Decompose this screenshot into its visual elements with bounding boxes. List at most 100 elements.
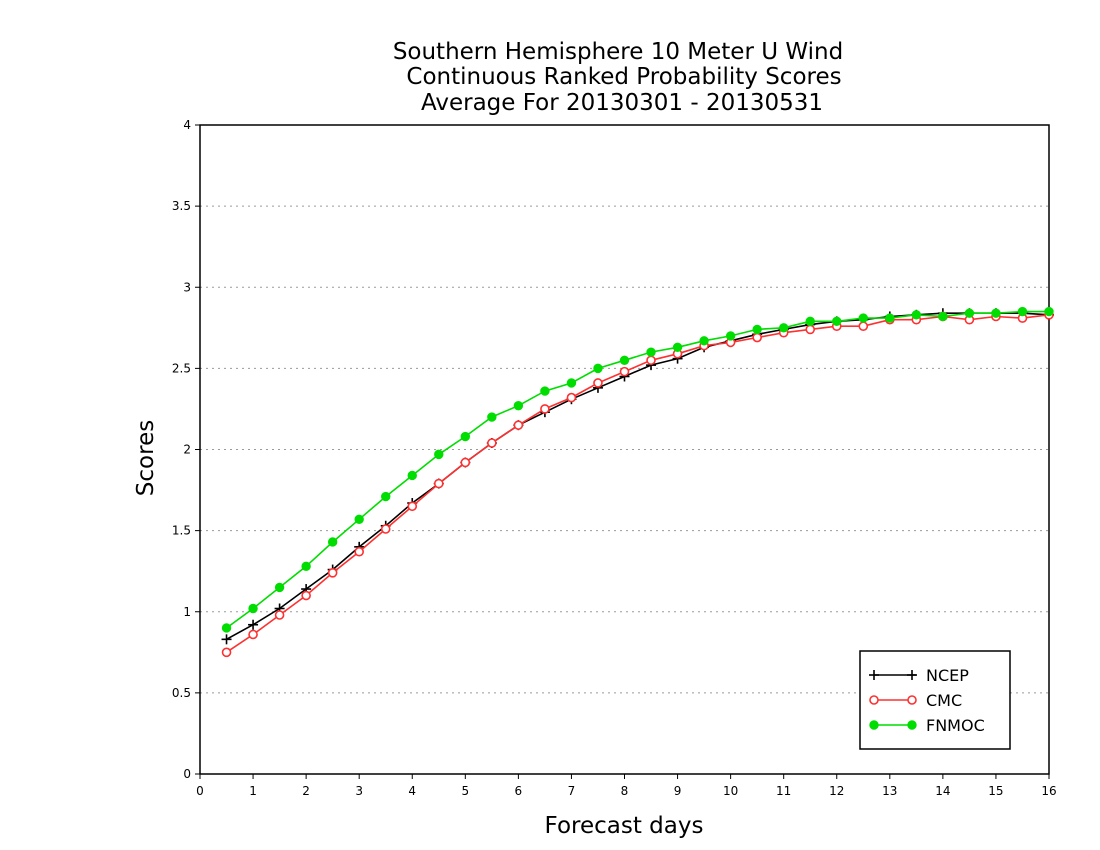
legend-item-cmc: CMC [869,691,962,710]
data-point-fnmoc [832,316,842,327]
series-line-fnmoc [226,310,1049,629]
data-point-cmc [327,568,338,578]
data-point-fnmoc [248,603,258,614]
data-point-fnmoc [778,323,789,333]
data-point-fnmoc [725,331,736,341]
series-line-ncep [226,312,1050,641]
data-point-fnmoc [1017,306,1028,317]
data-point-fnmoc [540,386,550,396]
gridlines [200,205,1049,694]
data-point-fnmoc [327,537,338,547]
data-point-fnmoc [911,310,922,320]
data-point-cmc [752,332,762,343]
legend-label-fnmoc: FNMOC [926,716,985,735]
data-point-fnmoc [593,363,603,374]
data-point-fnmoc [885,313,895,323]
data-point-ncep [248,619,259,630]
x-axis-label: Forecast days [545,813,704,839]
data-point-cmc [858,321,869,331]
x-tick-label: 5 [461,784,469,798]
data-point-fnmoc [991,308,1001,318]
data-point-fnmoc [619,355,630,365]
legend-item-ncep: NCEP [869,666,969,685]
data-point-fnmoc [699,336,709,346]
y-tick-label: 3 [183,280,191,294]
chart-title: Southern Hemisphere 10 Meter U Wind Cont… [393,39,843,116]
data-point-cmc [540,404,550,414]
legend: NCEP CMC FNMOC [859,650,1011,750]
legend-marker-fnmoc [869,720,879,730]
axis-ticks: 00.511.522.533.540 1 2 3 4 5 6 7 8 9 10 11 12 13 14 15 1… [172,118,1057,798]
data-point-fnmoc [672,342,683,352]
data-point-fnmoc [1044,306,1054,317]
x-tick-label: 2 [302,784,310,798]
data-point-cmc [301,590,311,601]
y-tick-label: 3.5 [172,199,191,213]
title-line-2: Continuous Ranked Probability Scores [406,64,841,90]
data-point-cmc [354,546,364,557]
x-tick-label: 14 [935,784,950,798]
data-point-ncep [221,634,232,645]
x-tick-label: 4 [408,784,416,798]
legend-item-fnmoc: FNMOC [869,716,985,735]
data-point-fnmoc [752,324,762,335]
y-tick-label: 4 [183,118,191,132]
x-tick-label: 7 [568,784,576,798]
data-point-cmc [593,378,603,388]
data-point-fnmoc [354,514,364,524]
x-tick-label: 1 [249,784,257,798]
data-point-fnmoc [487,412,497,422]
data-point-fnmoc [301,561,311,572]
data-point-fnmoc [805,316,815,327]
x-tick-label: 3 [355,784,363,798]
y-tick-label: 0.5 [172,686,191,700]
data-point-cmc [619,366,630,377]
x-tick-label: 6 [515,784,523,798]
legend-marker-ncep [869,670,879,680]
data-point-fnmoc [964,308,975,318]
data-point-cmc [380,524,391,534]
data-point-cmc [221,647,232,658]
x-tick-label: 16 [1041,784,1056,798]
data-point-fnmoc [938,311,948,322]
y-tick-label: 0 [183,767,191,781]
y-tick-label: 1 [183,605,191,619]
y-axis-label: Scores [133,420,159,496]
data-point-fnmoc [381,491,391,502]
data-point-cmc [513,420,524,430]
x-tick-label: 0 [196,784,204,798]
data-point-fnmoc [460,431,471,442]
x-tick-label: 13 [882,784,897,798]
data-point-fnmoc [274,582,285,593]
data-point-fnmoc [221,623,232,633]
x-tick-label: 15 [988,784,1003,798]
series-line-cmc [226,314,1050,653]
series-cmc [221,310,1054,658]
data-point-cmc [274,610,285,620]
data-point-fnmoc [646,347,656,357]
y-tick-label: 2.5 [172,361,191,375]
data-point-cmc [805,324,816,335]
data-point-cmc [407,501,418,512]
data-point-cmc [646,355,656,366]
data-point-fnmoc [407,470,417,481]
series-fnmoc [221,306,1054,633]
x-tick-label: 8 [621,784,629,798]
data-point-cmc [487,438,497,448]
legend-label-cmc: CMC [926,691,962,710]
title-line-3: Average For 20130301 - 20130531 [421,90,823,116]
series-lines [221,306,1054,658]
legend-marker-ncep [907,670,917,680]
x-tick-label: 10 [723,784,738,798]
y-tick-label: 1.5 [172,524,191,538]
title-line-1: Southern Hemisphere 10 Meter U Wind [393,39,843,65]
data-point-fnmoc [513,400,524,411]
data-point-cmc [460,457,471,468]
x-tick-label: 11 [776,784,791,798]
data-point-fnmoc [434,449,444,460]
y-tick-label: 2 [183,443,191,457]
legend-marker-cmc [907,695,917,705]
x-tick-label: 12 [829,784,844,798]
legend-marker-cmc [869,695,879,705]
